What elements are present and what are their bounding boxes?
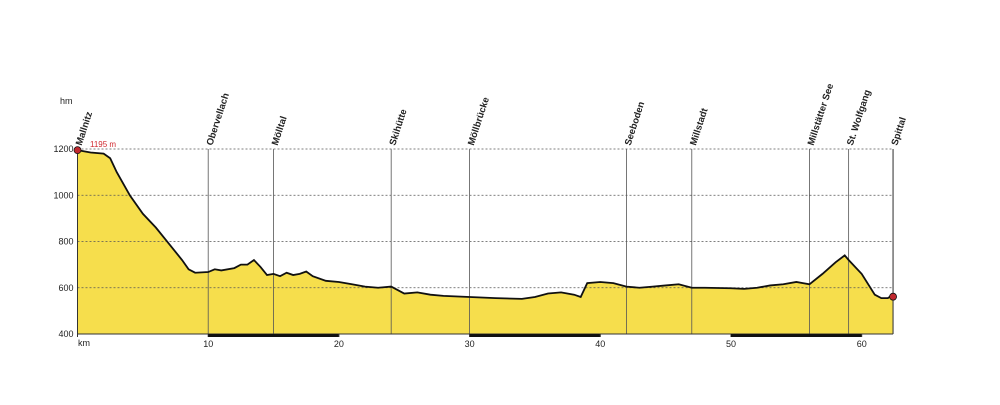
place-label: Obervellach — [205, 92, 232, 147]
scale-bar — [731, 334, 862, 337]
place-label: Millstätter See — [806, 82, 836, 147]
y-axis-label: hm — [60, 96, 73, 106]
elevation-area — [77, 150, 894, 334]
y-tick-label: 800 — [58, 237, 73, 247]
y-tick-label: 400 — [58, 329, 73, 339]
x-tick-label: 50 — [726, 339, 736, 349]
annotation: 1195 m — [90, 140, 116, 149]
x-tick-label: 20 — [334, 339, 344, 349]
place-label: Möllbrücke — [466, 96, 492, 147]
y-tick-label: 600 — [58, 283, 73, 293]
start-dot — [73, 146, 82, 155]
place-label: St. Wolfgang — [845, 88, 873, 147]
place-label: Seeboden — [623, 100, 648, 147]
x-tick-label: 30 — [465, 339, 475, 349]
x-tick-label: 60 — [857, 339, 867, 349]
elevation-line — [77, 149, 894, 300]
scale-bar — [469, 334, 601, 337]
y-tick-label: 1000 — [53, 190, 73, 200]
place-label: Spittal — [889, 116, 908, 147]
x-tick-label: 40 — [595, 339, 605, 349]
end-dot — [889, 292, 897, 301]
place-label: Skihütte — [388, 108, 410, 147]
x-axis-label: km — [78, 338, 90, 348]
scale-bar — [208, 334, 339, 337]
x-tick-label: 10 — [203, 339, 213, 349]
place-label: Millstadt — [688, 106, 711, 147]
place-label: Mölltal — [270, 115, 290, 147]
y-tick-label: 1200 — [53, 144, 73, 154]
